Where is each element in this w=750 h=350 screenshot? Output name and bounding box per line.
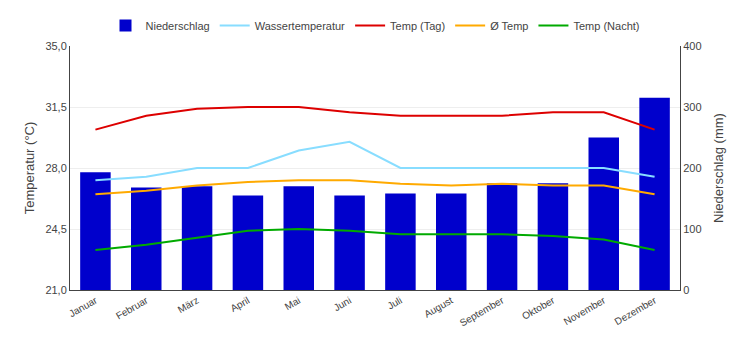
svg-text:Temperatur (°C): Temperatur (°C) <box>22 122 37 215</box>
svg-text:24,5: 24,5 <box>45 223 66 235</box>
svg-text:Oktober: Oktober <box>520 294 557 322</box>
svg-text:400: 400 <box>683 40 701 52</box>
svg-text:November: November <box>562 294 608 327</box>
svg-text:0: 0 <box>683 284 689 296</box>
svg-text:Niederschlag (mm): Niederschlag (mm) <box>711 113 726 223</box>
svg-text:Februar: Februar <box>114 294 150 321</box>
svg-text:Mai: Mai <box>283 295 302 313</box>
svg-text:Juli: Juli <box>385 295 404 312</box>
svg-text:21,0: 21,0 <box>45 284 66 296</box>
svg-text:September: September <box>458 294 506 328</box>
svg-text:300: 300 <box>683 101 701 113</box>
svg-text:31,5: 31,5 <box>45 101 66 113</box>
svg-text:28,0: 28,0 <box>45 162 66 174</box>
svg-text:März: März <box>176 295 201 316</box>
svg-text:Temp (Tag): Temp (Tag) <box>390 20 445 32</box>
svg-text:35,0: 35,0 <box>45 40 66 52</box>
svg-text:Juni: Juni <box>332 295 353 314</box>
svg-text:Wassertemperatur: Wassertemperatur <box>255 20 345 32</box>
svg-text:Januar: Januar <box>67 294 100 319</box>
svg-text:Ø Temp: Ø Temp <box>490 20 528 32</box>
svg-text:April: April <box>229 295 252 315</box>
svg-text:Dezember: Dezember <box>613 294 659 327</box>
svg-text:Temp (Nacht): Temp (Nacht) <box>573 20 639 32</box>
svg-text:100: 100 <box>683 223 701 235</box>
svg-text:Niederschlag: Niederschlag <box>146 20 210 32</box>
svg-text:200: 200 <box>683 162 701 174</box>
svg-text:August: August <box>422 294 455 319</box>
